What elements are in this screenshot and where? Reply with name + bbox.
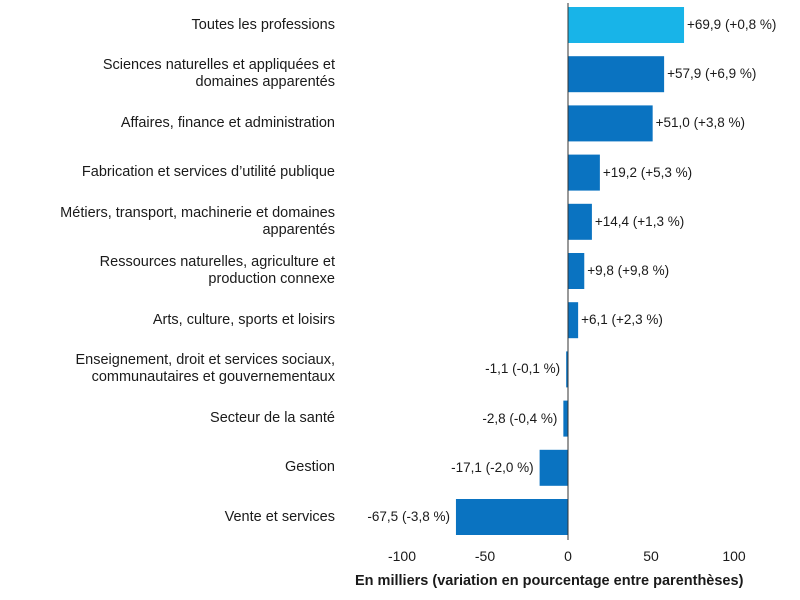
x-tick-label: -100 (387, 548, 417, 564)
bar (563, 400, 568, 437)
value-label: +69,9 (+0,8 %) (687, 17, 777, 32)
value-label: +9,8 (+9,8 %) (587, 263, 670, 278)
value-label: +57,9 (+6,9 %) (667, 66, 757, 82)
x-tick-label: 0 (564, 548, 572, 564)
value-label: +14,4 (+1,3 %) (594, 213, 685, 229)
x-axis-title: En milliers (variation en pourcentage en… (355, 573, 744, 589)
bar (568, 154, 600, 191)
bar (568, 105, 653, 142)
bar (568, 203, 592, 240)
value-label: -1,1 (-0,1 %) (485, 361, 561, 377)
value-label: -17,1 (-2,0 %) (451, 459, 534, 475)
bar (568, 7, 685, 43)
bar (568, 302, 579, 339)
x-tick-label: 50 (643, 548, 659, 564)
category-label: Toutes les professions (191, 16, 335, 33)
bar (455, 499, 568, 535)
bar (566, 351, 568, 388)
category-label: Secteur de la santé (210, 410, 335, 427)
value-label: +51,0 (+3,8 %) (655, 115, 745, 131)
category-label: Affaires, finance et administration (120, 114, 335, 131)
value-label: +6,1 (+2,3 %) (581, 312, 663, 328)
value-label: -67,5 (-3,8 %) (367, 509, 450, 524)
bar (568, 56, 665, 93)
category-label: Sciences naturelles et appliquées et dom… (102, 57, 335, 91)
value-label: +19,2 (+5,3 %) (602, 164, 693, 180)
value-label: -2,8 (-0,4 %) (482, 410, 558, 426)
category-label: Enseignement, droit et services sociaux,… (75, 352, 335, 386)
x-tick-label: 100 (722, 548, 746, 564)
category-label: Arts, culture, sports et loisirs (152, 311, 335, 328)
category-label: Fabrication et services d’utilité publiq… (81, 164, 335, 181)
x-tick-label: -50 (474, 548, 496, 564)
category-label: Vente et services (224, 508, 335, 525)
category-label: Métiers, transport, machinerie et domain… (60, 204, 335, 238)
category-label: Gestion (285, 459, 335, 476)
bar (568, 253, 585, 289)
category-label: Ressources naturelles, agriculture et pr… (99, 254, 335, 287)
bar (539, 449, 568, 486)
